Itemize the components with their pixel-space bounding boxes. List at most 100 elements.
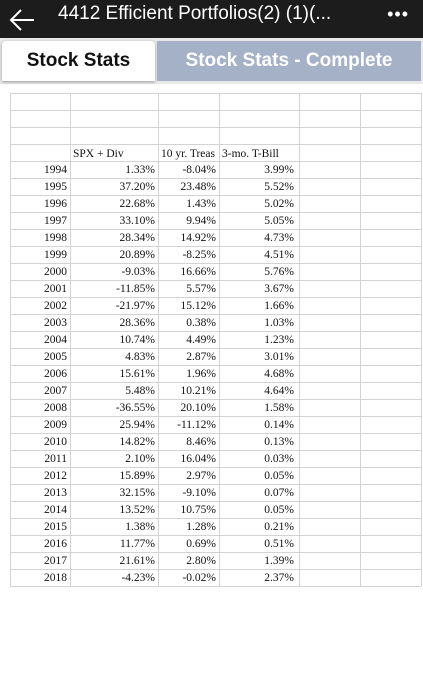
row-year: 1996 [44,198,67,210]
cell-value: 20.89% [119,249,155,261]
cell-value: 4.73% [264,232,294,244]
grid-line [10,586,421,587]
back-button[interactable] [8,7,38,33]
grid-line [10,110,421,111]
cell-value: 5.57% [186,283,216,295]
grid-line [10,246,421,247]
cell-value: 16.66% [180,266,216,278]
cell-value: 15.12% [180,300,216,312]
row-year: 2001 [44,283,67,295]
cell-value: -0.02% [182,572,216,584]
cell-value: 1.43% [186,198,216,210]
row-year: 2004 [44,334,67,346]
row-year: 1998 [44,232,67,244]
cell-value: 4.68% [264,368,294,380]
grid-line [10,569,421,570]
row-year: 2013 [44,487,67,499]
cell-value: 3.67% [264,283,294,295]
row-year: 1997 [44,215,67,227]
cell-value: 0.21% [264,521,294,533]
cell-value: 0.03% [264,453,294,465]
grid-line [10,195,421,196]
grid-line [10,348,421,349]
title-bar: 4412 Efficient Portfolios(2) (1)(... ••• [0,0,423,40]
grid-line [360,93,361,586]
cell-value: 14.82% [119,436,155,448]
grid-line [10,144,421,145]
cell-value: -11.12% [177,419,216,431]
cell-value: 3.99% [264,164,294,176]
cell-value: 2.37% [264,572,294,584]
row-year: 2005 [44,351,67,363]
cell-value: 0.05% [264,470,294,482]
grid-line [10,552,421,553]
cell-value: -8.25% [182,249,216,261]
cell-value: 8.46% [186,436,216,448]
cell-value: 33.10% [119,215,155,227]
row-year: 2011 [44,453,67,465]
row-year: 2014 [44,504,67,516]
grid-line [10,416,421,417]
cell-value: -9.10% [182,487,216,499]
cell-value: 28.34% [119,232,155,244]
row-year: 2017 [44,555,67,567]
grid-line [10,450,421,451]
cell-value: 10.21% [180,385,216,397]
grid-line [10,365,421,366]
row-year: 2018 [44,572,67,584]
row-year: 1999 [44,249,67,261]
row-year: 2007 [44,385,67,397]
grid-line [421,93,422,586]
row-year: 2016 [44,538,67,550]
cell-value: 37.20% [119,181,155,193]
cell-value: 4.51% [264,249,294,261]
cell-value: 1.39% [264,555,294,567]
cell-value: 4.64% [264,385,294,397]
cell-value: 11.77% [119,538,155,550]
grid-line [219,93,220,586]
cell-value: 2.10% [125,453,155,465]
cell-value: 0.69% [186,538,216,550]
grid-line [10,212,421,213]
cell-value: 15.89% [119,470,155,482]
grid-line [10,399,421,400]
document-title: 4412 Efficient Portfolios(2) (1)(... [58,3,332,24]
cell-value: 0.05% [264,504,294,516]
cell-value: 25.94% [119,419,155,431]
cell-value: 32.15% [119,487,155,499]
cell-value: 1.66% [264,300,294,312]
cell-value: 22.68% [119,198,155,210]
grid-line [10,263,421,264]
cell-value: 2.97% [186,470,216,482]
grid-line [10,93,11,586]
cell-value: -36.55% [115,402,155,414]
cell-value: 0.14% [264,419,294,431]
cell-value: -21.97% [115,300,155,312]
cell-value: 1.03% [264,317,294,329]
row-year: 2010 [44,436,67,448]
cell-value: 0.38% [186,317,216,329]
cell-value: 2.87% [186,351,216,363]
cell-value: 3.01% [264,351,294,363]
grid-line [10,93,421,94]
row-year: 2008 [44,402,67,414]
cell-value: 5.76% [264,266,294,278]
sheet-tab[interactable]: Stock Stats [2,41,155,81]
cell-value: 23.48% [180,181,216,193]
row-year: 2006 [44,368,67,380]
row-year: 2015 [44,521,67,533]
cell-value: 10.74% [119,334,155,346]
grid-line [10,314,421,315]
row-year: 2000 [44,266,67,278]
grid-line [158,93,159,586]
sheet-tab[interactable]: Stock Stats - Complete [157,41,421,81]
grid-line [10,467,421,468]
grid-line [70,93,71,586]
cell-value: 1.23% [264,334,294,346]
cell-value: 5.52% [264,181,294,193]
cell-value: 4.49% [186,334,216,346]
grid-line [10,178,421,179]
grid-line [10,297,421,298]
menu-button[interactable]: ••• [387,4,409,24]
grid-line [10,484,421,485]
